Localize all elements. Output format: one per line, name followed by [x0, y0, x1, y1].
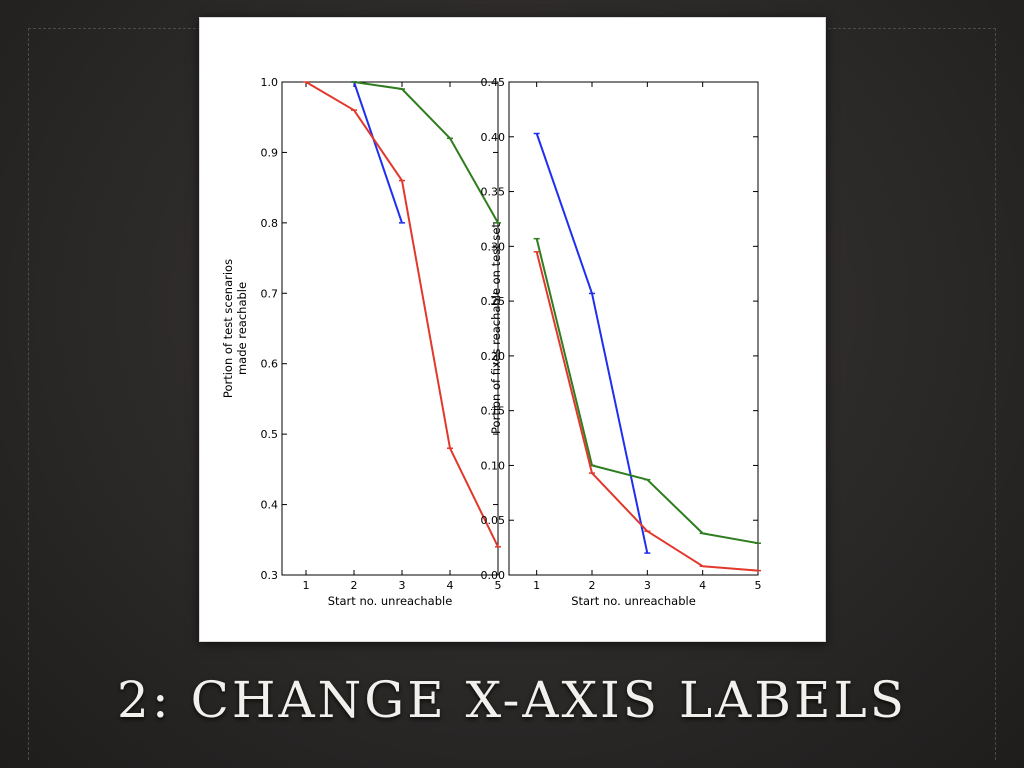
chart0-ylabel: made reachable — [235, 282, 249, 375]
charts-figure: 1 2 3 4 5 0.3 0.4 0.5 0.6 0.7 0.8 0.9 1.0 Start no. u… — [221, 76, 762, 608]
chart1-ytick-label: 0.05 — [481, 514, 506, 527]
chart1-ytick-label: 0.45 — [481, 76, 506, 89]
chart1-series-blue-line — [535, 133, 649, 554]
chart1-series-red-line — [535, 251, 759, 572]
chart0-ytick-label: 0.4 — [261, 499, 279, 512]
chart0-xlabel: Start no. unreachable — [328, 594, 453, 608]
chart0-ytick-label: 0.5 — [261, 428, 279, 441]
chart0-ytick-label: 0.9 — [261, 146, 279, 159]
slide-title: 2: CHANGE X-AXIS LABELS — [117, 671, 907, 729]
chart0-series-green-line — [353, 81, 499, 224]
chart0-ytick-label: 0.3 — [261, 569, 279, 582]
chart0-xtick-label: 4 — [447, 579, 454, 592]
chart1-ytick-label: 0.40 — [481, 131, 506, 144]
chart0-xtick-label: 1 — [303, 579, 310, 592]
chart0-ytick-label: 0.7 — [261, 287, 279, 300]
chart0-ylabel: Portion of test scenarios — [221, 259, 235, 398]
chart1-ytick-label: 0.00 — [481, 569, 506, 582]
chart1-ytick-label: 0.30 — [481, 240, 506, 253]
chart0-xtick-label: 2 — [351, 579, 358, 592]
chart0-xtick-label: 3 — [399, 579, 406, 592]
chart1-plot-frame — [508, 81, 759, 576]
chart0-ytick-label: 0.8 — [261, 217, 279, 230]
chart0-series-blue-line — [353, 81, 403, 224]
chart0-xtick-label: 5 — [495, 579, 502, 592]
chart1-xtick-label: 1 — [533, 579, 540, 592]
chart1-ytick-label: 0.35 — [481, 186, 506, 199]
chart1-ylabel: Portion of fixes reachable on test set — [489, 223, 503, 434]
chart1-xtick-label: 2 — [589, 579, 596, 592]
chart0-ytick-label: 1.0 — [261, 76, 279, 89]
chart0-plot-frame — [281, 81, 499, 576]
chart1-xtick-label: 4 — [699, 579, 706, 592]
chart1-series-green-line — [535, 238, 759, 545]
chart1-xlabel: Start no. unreachable — [571, 594, 696, 608]
chart0-series-red-line — [305, 81, 499, 548]
chart1-ytick-label: 0.10 — [481, 459, 506, 472]
chart-image-frame: 1 2 3 4 5 0.3 0.4 0.5 0.6 0.7 0.8 0.9 1.0 Start no. u… — [199, 17, 826, 642]
chart1-xtick-label: 3 — [644, 579, 651, 592]
chart1-ytick-label: 0.20 — [481, 350, 506, 363]
chart1-ytick-label: 0.15 — [481, 405, 506, 418]
chart1-xtick-label: 5 — [755, 579, 762, 592]
chart1-ytick-label: 0.25 — [481, 295, 506, 308]
chart0-ytick-label: 0.6 — [261, 358, 279, 371]
